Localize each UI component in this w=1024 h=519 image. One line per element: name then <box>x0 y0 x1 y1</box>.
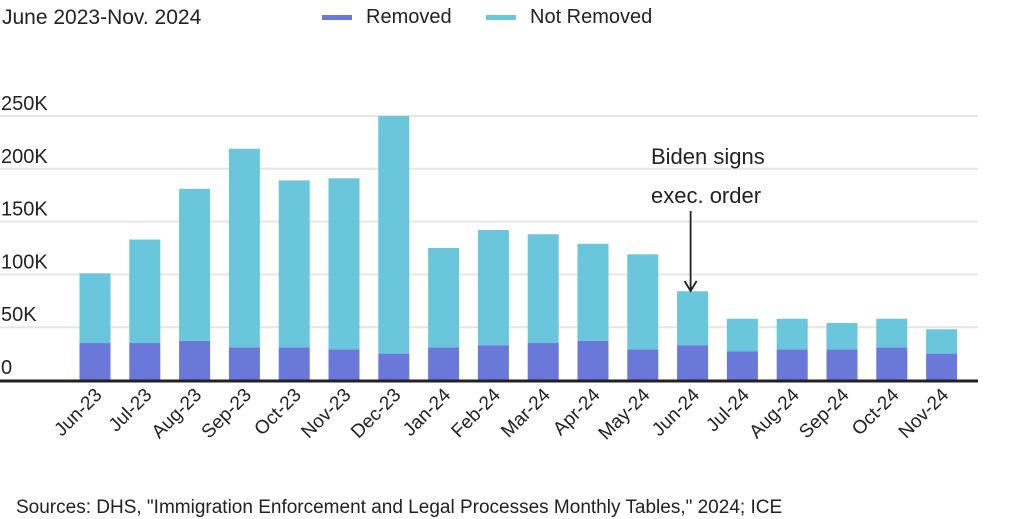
bar-not-removed <box>627 254 659 350</box>
bar-not-removed <box>129 239 161 344</box>
bar-removed <box>527 343 559 380</box>
x-tick-label: Jan-24 <box>399 384 455 440</box>
x-tick-label: Dec-23 <box>347 385 405 443</box>
bar-not-removed <box>179 188 211 341</box>
bar-not-removed <box>776 318 808 350</box>
bar-not-removed <box>677 291 709 346</box>
x-tick-label: Oct-23 <box>251 385 306 440</box>
bar-removed <box>129 343 161 380</box>
legend-label: Not Removed <box>530 6 653 28</box>
x-tick-label: Aug-24 <box>746 384 804 442</box>
legend-swatch-not-removed <box>486 15 516 20</box>
y-tick-label: 200K <box>1 146 48 168</box>
bar-removed <box>577 340 609 380</box>
bar-removed <box>477 345 509 380</box>
bar-removed <box>328 349 360 380</box>
bar-not-removed <box>527 234 559 344</box>
bar-not-removed <box>378 116 410 354</box>
bar-removed <box>79 343 111 380</box>
bar-not-removed <box>876 318 908 348</box>
x-tick-label: Nov-24 <box>895 384 953 442</box>
bar-not-removed <box>79 273 111 344</box>
bar-removed <box>677 345 709 380</box>
annotation-text: exec. order <box>651 183 761 208</box>
y-tick-label: 100K <box>1 251 48 273</box>
bar-not-removed <box>726 318 758 352</box>
bar-not-removed <box>278 180 310 348</box>
bar-not-removed <box>428 248 460 348</box>
bar-not-removed <box>228 148 260 348</box>
bar-removed <box>179 340 211 380</box>
x-tick-label: Sep-24 <box>795 384 853 442</box>
legend-item-removed: Removed <box>322 6 452 29</box>
bar-removed <box>428 347 460 380</box>
bar-removed <box>726 351 758 380</box>
bar-removed <box>378 353 410 380</box>
bar-removed <box>876 347 908 380</box>
x-tick-label: Jun-23 <box>51 385 107 441</box>
source-note: Sources: DHS, "Immigration Enforcement a… <box>16 497 783 518</box>
x-tick-label: Sep-23 <box>198 385 256 443</box>
x-tick-label: Oct-24 <box>848 384 903 439</box>
legend-label: Removed <box>366 6 452 28</box>
annotation-arrowhead <box>683 280 698 293</box>
y-tick-label: 50K <box>1 304 37 326</box>
bar-removed <box>826 349 858 380</box>
x-tick-label: Nov-23 <box>297 385 355 443</box>
legend-item-not-removed: Not Removed <box>486 6 652 29</box>
bar-removed <box>228 347 260 380</box>
bar-not-removed <box>926 329 958 354</box>
x-tick-label: May-24 <box>595 384 655 444</box>
bar-not-removed <box>477 230 509 346</box>
y-tick-label: 0 <box>1 357 12 379</box>
bar-removed <box>627 349 659 380</box>
legend-swatch-removed <box>322 15 352 20</box>
bar-removed <box>278 347 310 380</box>
x-tick-label: Feb-24 <box>448 384 506 442</box>
x-tick-label: Mar-24 <box>497 384 555 442</box>
bar-not-removed <box>577 243 609 341</box>
bar-not-removed <box>826 322 858 350</box>
bar-not-removed <box>328 178 360 350</box>
y-tick-label: 150K <box>1 199 48 221</box>
x-tick-label: Aug-23 <box>148 385 206 443</box>
bar-removed <box>926 353 958 380</box>
annotation-text: Biden signs <box>651 144 765 169</box>
x-tick-label: Jun-24 <box>648 384 704 440</box>
chart-subtitle: June 2023-Nov. 2024 <box>2 6 202 29</box>
bar-removed <box>776 349 808 380</box>
y-tick-label: 250K <box>1 93 48 115</box>
